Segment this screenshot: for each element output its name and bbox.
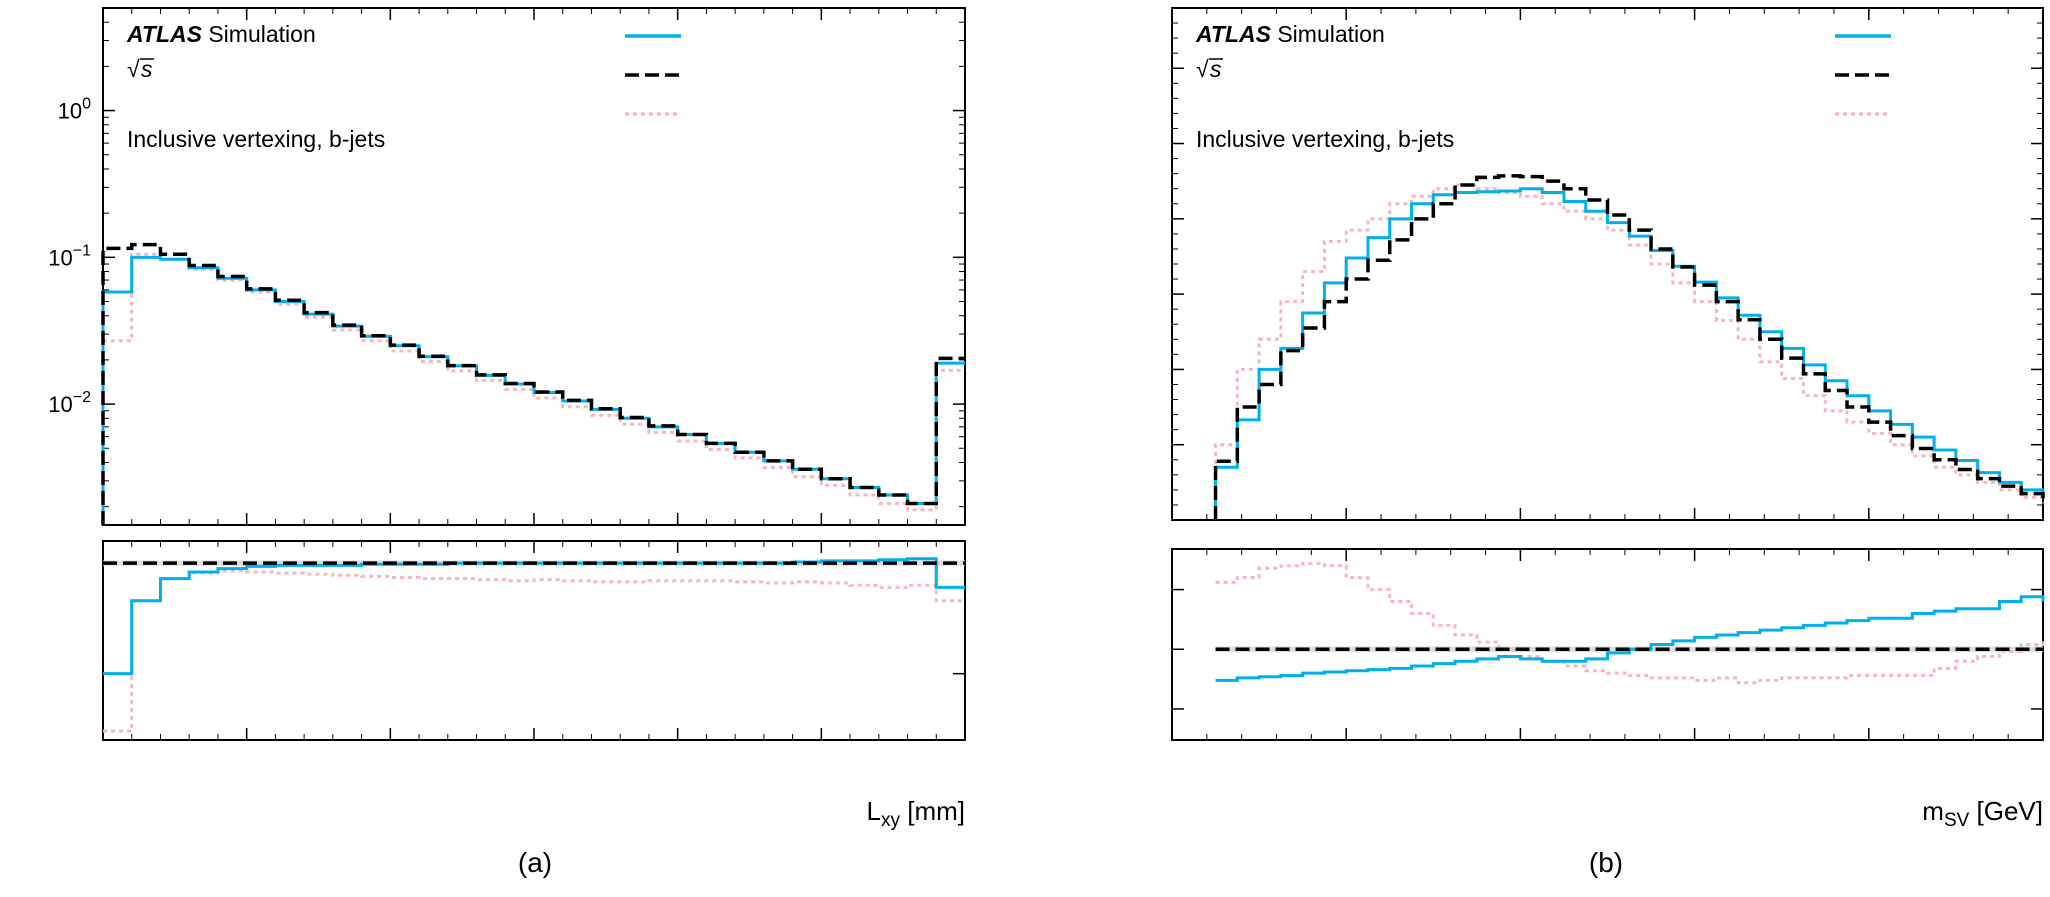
x-title-main: m bbox=[1922, 796, 1944, 826]
series-2-histogram bbox=[1214, 183, 2045, 520]
vertexing-label: Inclusive vertexing, b-jets bbox=[1196, 126, 1454, 152]
sqrt-s: s bbox=[1210, 56, 1222, 82]
caption-b: (b) bbox=[1589, 847, 1623, 878]
experiment-label: ATLAS Simulation bbox=[1195, 21, 1385, 47]
vertexing-prefix: Inclusive vertexing, bbox=[127, 126, 329, 152]
x-axis-title: mSV [GeV] bbox=[1922, 796, 2043, 831]
vertexing-prefix: Inclusive vertexing, bbox=[1196, 126, 1398, 152]
main-plot-frame bbox=[102, 7, 966, 526]
panel-b: mSV [GeV] ATLAS Simulation √ s Inclusive ver… bbox=[1171, 7, 2045, 831]
y-tick-exp: 0 bbox=[82, 96, 91, 113]
x-title-unit: [GeV] bbox=[1969, 796, 2043, 826]
series-0-ratio bbox=[1215, 595, 2045, 682]
sqrt-symbol: √ bbox=[1196, 56, 1209, 82]
y-tick-exp: −1 bbox=[73, 242, 91, 259]
y-tick-base: 10 bbox=[48, 245, 72, 270]
series-1-histogram bbox=[1213, 174, 2045, 520]
y-tick-label: 10−1 bbox=[48, 242, 91, 270]
simulation-status: Simulation bbox=[208, 21, 315, 47]
sqrt-s: s bbox=[141, 56, 153, 82]
sqrt-symbol: √ bbox=[127, 56, 140, 82]
experiment-label: ATLAS Simulation bbox=[126, 21, 316, 47]
y-tick-base: 10 bbox=[58, 99, 82, 124]
vertexing-jets: b-jets bbox=[329, 126, 385, 152]
y-tick-exp: −2 bbox=[73, 389, 91, 406]
vertexing-jets: b-jets bbox=[1398, 126, 1454, 152]
y-tick-label: 100 bbox=[58, 96, 91, 124]
x-title-main: L bbox=[867, 796, 881, 826]
y-tick-label: 10−2 bbox=[48, 389, 91, 417]
simulation-status: Simulation bbox=[1277, 21, 1384, 47]
series-1-histogram bbox=[101, 242, 965, 525]
atlas-logo-text: ATLAS bbox=[1195, 21, 1272, 47]
caption-a: (a) bbox=[518, 847, 552, 878]
y-tick-base: 10 bbox=[48, 392, 72, 417]
ratio-plot-frame bbox=[1171, 548, 2044, 741]
series-2-ratio bbox=[103, 569, 965, 733]
x-title-sub: SV bbox=[1944, 810, 1970, 831]
series-0-ratio bbox=[103, 557, 965, 676]
series-2-ratio bbox=[1215, 561, 2045, 685]
x-axis-title: Lxy [mm] bbox=[867, 796, 965, 831]
atlas-logo-text: ATLAS bbox=[126, 21, 203, 47]
x-title-unit: [mm] bbox=[900, 796, 965, 826]
x-title-sub: xy bbox=[881, 810, 901, 831]
vertexing-label: Inclusive vertexing, b-jets bbox=[127, 126, 385, 152]
